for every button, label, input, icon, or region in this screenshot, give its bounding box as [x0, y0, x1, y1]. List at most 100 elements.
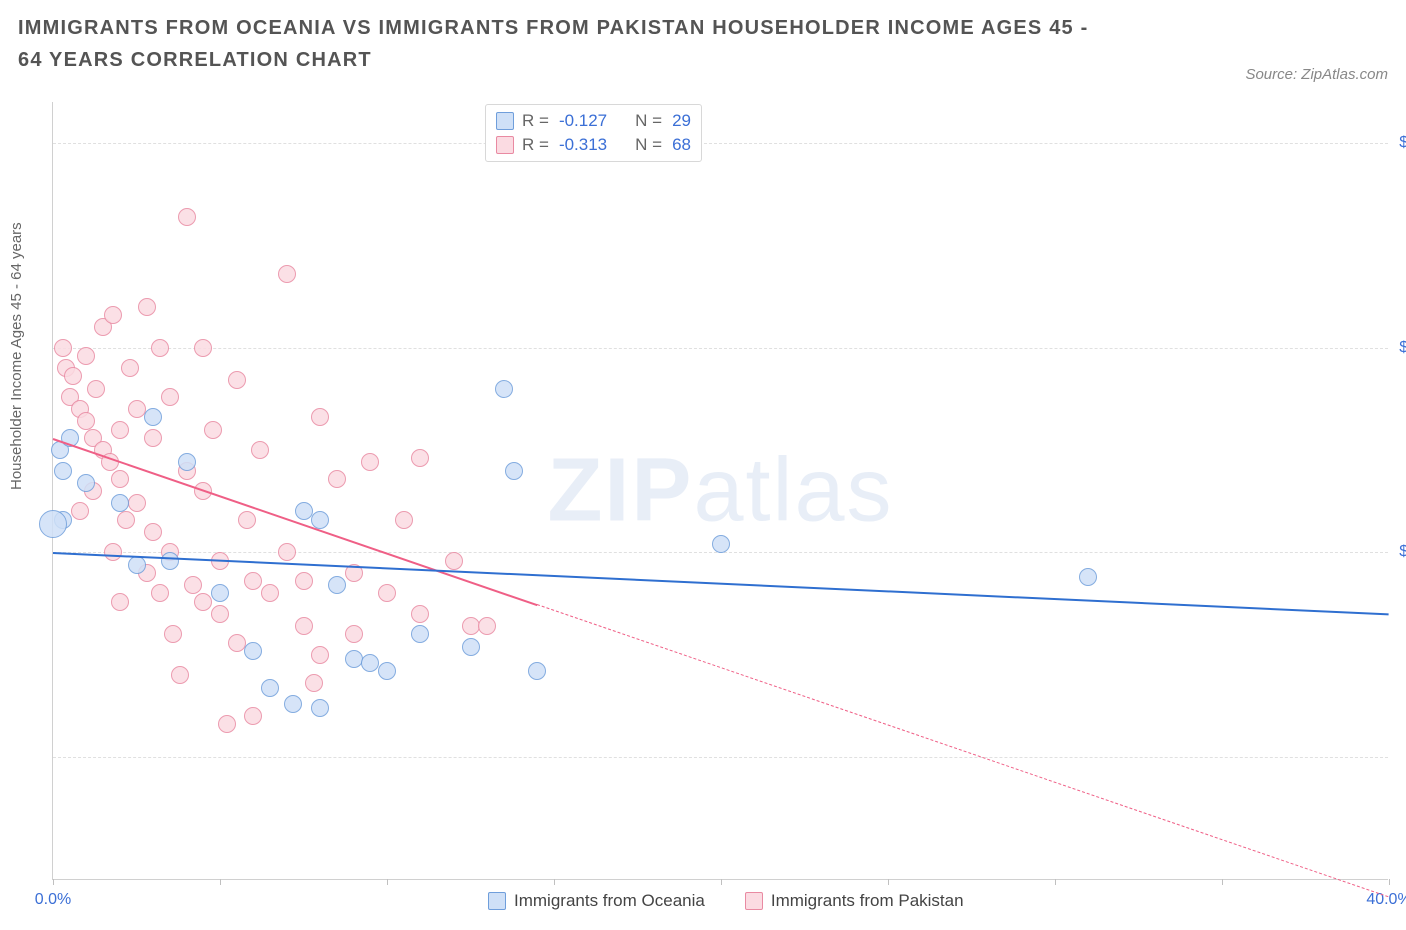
data-point — [194, 339, 212, 357]
data-point — [361, 654, 379, 672]
r-label: R = — [522, 135, 549, 155]
data-point — [161, 388, 179, 406]
data-point — [395, 511, 413, 529]
data-point — [305, 674, 323, 692]
data-point — [345, 650, 363, 668]
data-point — [462, 617, 480, 635]
data-point — [54, 462, 72, 480]
data-point — [117, 511, 135, 529]
data-point — [144, 429, 162, 447]
n-label: N = — [635, 135, 662, 155]
swatch-oceania — [496, 112, 514, 130]
data-point — [64, 367, 82, 385]
data-point — [104, 306, 122, 324]
data-point — [462, 638, 480, 656]
source-credit: Source: ZipAtlas.com — [1245, 66, 1388, 83]
data-point — [295, 572, 313, 590]
data-point — [151, 584, 169, 602]
data-point — [445, 552, 463, 570]
legend-label: Immigrants from Oceania — [514, 891, 705, 911]
swatch-oceania — [488, 892, 506, 910]
data-point — [261, 679, 279, 697]
legend-label: Immigrants from Pakistan — [771, 891, 964, 911]
data-point — [121, 359, 139, 377]
data-point — [138, 298, 156, 316]
data-point — [528, 662, 546, 680]
gridline — [53, 757, 1388, 758]
data-point — [411, 625, 429, 643]
legend-item-pakistan: Immigrants from Pakistan — [745, 891, 964, 911]
data-point — [111, 593, 129, 611]
data-point — [284, 695, 302, 713]
stats-legend: R = -0.127 N = 29 R = -0.313 N = 68 — [485, 104, 702, 162]
plot-area: ZIPatlas $50,000$100,000$150,000$200,000… — [52, 102, 1388, 880]
data-point — [278, 543, 296, 561]
data-point — [211, 605, 229, 623]
bottom-legend: Immigrants from Oceania Immigrants from … — [488, 891, 964, 911]
n-label: N = — [635, 111, 662, 131]
x-tick — [1222, 879, 1223, 885]
data-point — [295, 617, 313, 635]
swatch-pakistan — [496, 136, 514, 154]
legend-item-oceania: Immigrants from Oceania — [488, 891, 705, 911]
data-point — [144, 523, 162, 541]
data-point — [151, 339, 169, 357]
data-point — [77, 347, 95, 365]
data-point — [505, 462, 523, 480]
data-point — [204, 421, 222, 439]
data-point — [161, 552, 179, 570]
data-point — [495, 380, 513, 398]
data-point — [244, 642, 262, 660]
data-point — [77, 474, 95, 492]
data-point — [311, 511, 329, 529]
r-value: -0.127 — [559, 111, 607, 131]
x-tick — [53, 879, 54, 885]
data-point — [712, 535, 730, 553]
gridline — [53, 348, 1388, 349]
data-point — [184, 576, 202, 594]
x-tick-label: 40.0% — [1366, 891, 1406, 909]
data-point — [378, 584, 396, 602]
data-point — [104, 543, 122, 561]
data-point — [128, 556, 146, 574]
n-value: 68 — [672, 135, 691, 155]
x-tick — [387, 879, 388, 885]
x-tick — [554, 879, 555, 885]
x-tick — [888, 879, 889, 885]
data-point — [128, 400, 146, 418]
data-point — [111, 470, 129, 488]
x-tick — [721, 879, 722, 885]
data-point — [311, 646, 329, 664]
data-point — [71, 502, 89, 520]
data-point — [328, 576, 346, 594]
data-point — [228, 371, 246, 389]
y-axis-label: Householder Income Ages 45 - 64 years — [8, 222, 25, 490]
data-point — [54, 339, 72, 357]
data-point — [411, 449, 429, 467]
r-label: R = — [522, 111, 549, 131]
data-point — [238, 511, 256, 529]
data-point — [261, 584, 279, 602]
x-tick-label: 0.0% — [35, 891, 71, 909]
x-tick — [1055, 879, 1056, 885]
y-tick-label: $150,000 — [1396, 339, 1406, 357]
data-point — [111, 421, 129, 439]
data-point — [345, 625, 363, 643]
data-point — [1079, 568, 1097, 586]
y-tick-label: $200,000 — [1396, 134, 1406, 152]
x-tick — [1389, 879, 1390, 885]
data-point — [171, 666, 189, 684]
data-point — [278, 265, 296, 283]
data-point — [144, 408, 162, 426]
data-point — [251, 441, 269, 459]
data-point — [178, 208, 196, 226]
data-point — [218, 715, 236, 733]
data-point — [411, 605, 429, 623]
data-point — [228, 634, 246, 652]
data-point — [244, 572, 262, 590]
data-point — [128, 494, 146, 512]
data-point — [211, 584, 229, 602]
y-tick-label: $100,000 — [1396, 543, 1406, 561]
data-point — [111, 494, 129, 512]
data-point — [87, 380, 105, 398]
